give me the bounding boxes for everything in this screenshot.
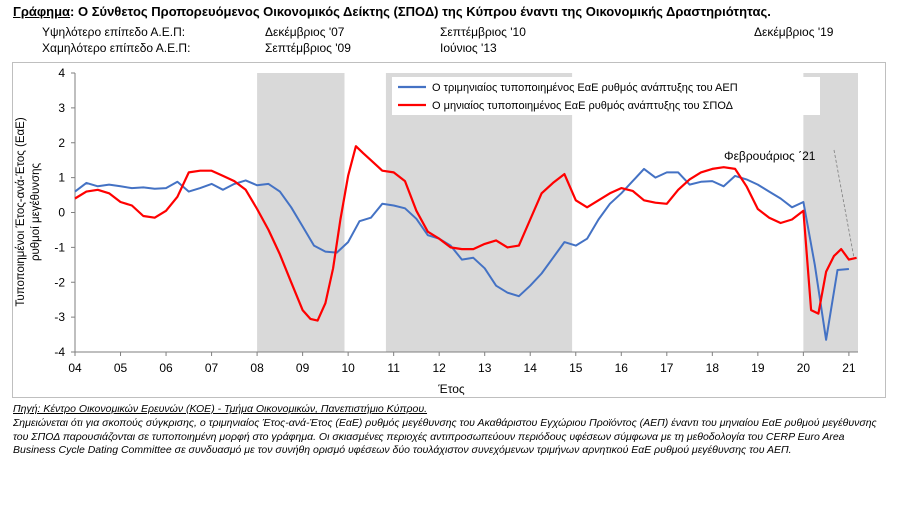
x-tick-label-2: 06 <box>159 361 173 375</box>
legend-box <box>392 77 820 115</box>
x-tick-label-5: 09 <box>296 361 310 375</box>
annotation-label: Φεβρουάριος ΄21 <box>724 149 816 163</box>
y-tick-label-5: -1 <box>54 240 65 254</box>
y-axis-title-line-2: ρυθμοί μεγέθυνσης <box>30 162 42 261</box>
chart-frame <box>12 62 886 398</box>
gdp-low-date-1: Σεπτέμβριος '09 <box>265 41 351 55</box>
x-tick-label-12: 16 <box>615 361 629 375</box>
y-tick-label-0: 4 <box>58 66 65 80</box>
legend-label-1: Ο μηνιαίος τυποποιημένος ΕαΕ ρυθμός ανάπ… <box>432 100 734 112</box>
x-tick-label-13: 17 <box>660 361 674 375</box>
footer-notes: Πηγή: Κέντρο Οικονομικών Ερευνών (ΚΟΕ) -… <box>13 403 883 458</box>
y-tick-label-7: -3 <box>54 310 65 324</box>
chart-title-lead: Γράφημα <box>13 4 71 19</box>
gdp-high-date-1: Δεκέμβριος '07 <box>265 25 345 39</box>
x-tick-label-10: 14 <box>524 361 538 375</box>
source-note: Πηγή: Κέντρο Οικονομικών Ερευνών (ΚΟΕ) -… <box>13 403 428 415</box>
x-tick-label-15: 19 <box>751 361 765 375</box>
recession-band-2 <box>803 73 858 352</box>
y-tick-label-4: 0 <box>58 206 65 220</box>
series-line-0 <box>74 167 849 341</box>
y-axis-title-line-1: Τυποποιημένοι Έτος-ανά-Έτος (ΕαΕ) <box>15 117 27 306</box>
x-tick-label-11: 15 <box>569 361 583 375</box>
x-tick-label-8: 12 <box>433 361 447 375</box>
x-tick-label-3: 07 <box>205 361 219 375</box>
gdp-high-label: Υψηλότερο επίπεδο Α.Ε.Π: <box>42 25 186 39</box>
chart-title: Γράφημα: Ο Σύνθετος Προπορευόμενος Οικον… <box>13 4 771 19</box>
x-tick-label-14: 18 <box>706 361 720 375</box>
x-tick-label-17: 21 <box>842 361 856 375</box>
x-tick-label-4: 08 <box>250 361 264 375</box>
legend-label-0: Ο τριμηνιαίος τυποποιημένος ΕαΕ ρυθμός α… <box>432 82 738 94</box>
recession-band-0 <box>257 73 345 352</box>
x-tick-label-9: 13 <box>478 361 492 375</box>
x-tick-label-0: 04 <box>68 361 82 375</box>
y-tick-label-8: -4 <box>54 345 65 359</box>
x-tick-label-1: 05 <box>114 361 128 375</box>
y-tick-label-3: 1 <box>58 171 65 185</box>
y-tick-label-1: 3 <box>58 101 65 115</box>
x-tick-label-16: 20 <box>797 361 811 375</box>
chart-title-text: : Ο Σύνθετος Προπορευόμενος Οικονομικός … <box>70 4 771 19</box>
x-tick-label-6: 10 <box>341 361 355 375</box>
gdp-low-date-2: Ιούνιος '13 <box>440 41 497 55</box>
x-tick-label-7: 11 <box>387 361 400 375</box>
annotation-leader-line <box>833 149 855 259</box>
series-line-1 <box>74 145 857 322</box>
x-axis-title: Έτος <box>437 382 465 396</box>
methodology-note: Σημειώνεται ότι για σκοπούς σύγκρισης, ο… <box>13 416 877 457</box>
gdp-high-date-3: Δεκέμβριος '19 <box>754 25 834 39</box>
gdp-low-label: Χαμηλότερο επίπεδο Α.Ε.Π: <box>42 41 191 55</box>
y-tick-label-6: -2 <box>54 275 65 289</box>
gdp-high-date-2: Σεπτέμβριος '10 <box>440 25 526 39</box>
y-axis-title: Τυποποιημένοι Έτος-ανά-Έτος (ΕαΕ) ρυθμοί … <box>15 117 42 306</box>
y-tick-label-2: 2 <box>58 136 65 150</box>
